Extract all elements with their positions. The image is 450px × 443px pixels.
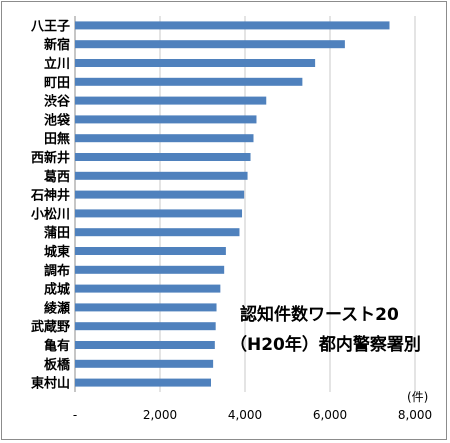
x-tick-label: 2,000: [143, 408, 177, 422]
bar: [75, 190, 245, 199]
category-label: 武蔵野: [31, 319, 70, 335]
category-label: 新宿: [44, 37, 70, 53]
x-tick-label: -: [73, 408, 77, 422]
category-label: 板橋: [44, 357, 71, 373]
bar: [75, 96, 267, 105]
bar: [75, 40, 345, 49]
category-label: 東村山: [31, 376, 70, 392]
bars: [75, 21, 390, 387]
category-labels: 八王子新宿立川町田渋谷池袋田無西新井葛西石神井小松川蒲田城東調布成城綾瀬武蔵野亀…: [30, 19, 71, 391]
bar: [75, 115, 257, 124]
bar: [75, 378, 211, 387]
bar: [75, 134, 254, 143]
category-label: 池袋: [44, 112, 71, 128]
bar: [75, 322, 216, 331]
category-label: 成城: [44, 282, 70, 298]
category-label: 田無: [44, 131, 70, 147]
bar: [75, 303, 217, 312]
unit-label: (件): [407, 390, 428, 404]
category-label: 蒲田: [44, 225, 70, 241]
bar: [75, 359, 214, 368]
category-label: 八王子: [30, 19, 70, 34]
x-tick-label: 6,000: [313, 408, 347, 422]
bar: [75, 77, 303, 86]
bar: [75, 228, 240, 237]
category-label: 西新井: [31, 150, 70, 166]
bar: [75, 341, 215, 349]
category-label: 城東: [44, 244, 70, 260]
category-label: 綾瀬: [44, 300, 70, 316]
category-label: 町田: [44, 76, 70, 91]
bar: [75, 265, 225, 274]
x-tick-label: 8,000: [398, 408, 432, 422]
bar: [75, 284, 221, 293]
category-label: 小松川: [31, 206, 70, 222]
x-tick-labels: - 2,000 4,000 6,000 8,000: [73, 408, 432, 422]
category-label: 亀有: [44, 338, 70, 354]
category-label: 立川: [44, 56, 70, 72]
x-tick-label: 4,000: [228, 408, 262, 422]
bar: [75, 209, 243, 218]
category-label: 渋谷: [44, 94, 71, 110]
chart-title-line-1: 認知件数ワースト20: [240, 304, 399, 325]
bar: [75, 59, 316, 67]
category-label: 葛西: [43, 169, 70, 185]
category-label: 調布: [44, 263, 70, 279]
category-label: 石神井: [30, 188, 70, 204]
bar: [75, 21, 390, 30]
bar: [75, 171, 248, 180]
bar: [75, 153, 251, 161]
chart-title-line-2: （H20年）都内警察署別: [230, 334, 421, 355]
bar: [75, 247, 226, 255]
